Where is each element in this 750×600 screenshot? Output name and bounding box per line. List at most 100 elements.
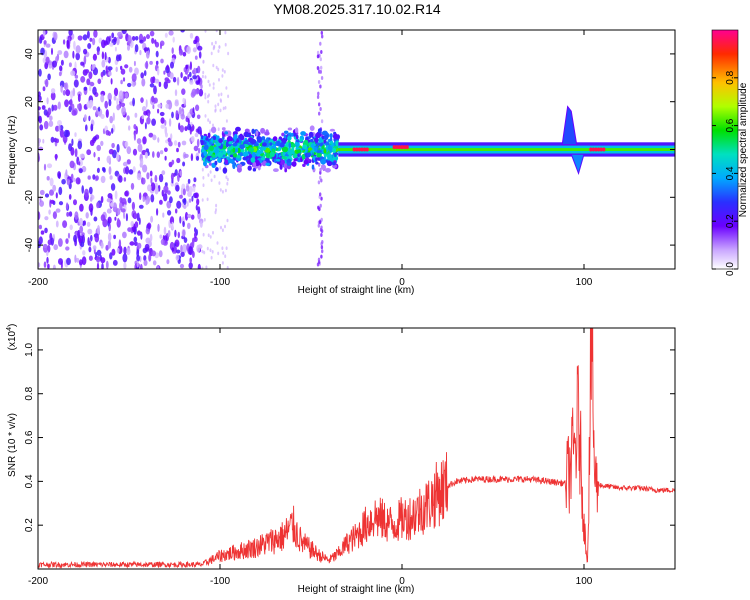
noise-cell xyxy=(70,70,76,76)
noise-cell xyxy=(224,30,227,35)
noise-cell xyxy=(215,65,218,70)
snr-frame xyxy=(37,327,676,570)
noise-cell xyxy=(189,80,194,85)
noise-cell xyxy=(86,30,90,39)
band-cell xyxy=(326,160,333,167)
band-cell xyxy=(222,167,228,174)
noise-cell xyxy=(74,254,77,263)
noise-cell xyxy=(58,124,61,132)
noise-cell xyxy=(121,30,127,35)
streak-cell xyxy=(319,192,322,197)
noise-cell xyxy=(173,140,178,146)
hot-spot xyxy=(602,147,606,152)
noise-cell xyxy=(165,103,169,109)
noise-cell xyxy=(224,224,226,229)
noise-cell xyxy=(172,76,177,83)
noise-cell xyxy=(201,167,204,172)
streak-cell xyxy=(320,229,324,234)
band-cell xyxy=(302,144,308,150)
band-cell xyxy=(306,152,312,158)
noise-cell xyxy=(72,177,76,182)
x-tick-label: 0 xyxy=(399,277,405,288)
noise-cell xyxy=(205,265,208,269)
noise-cell xyxy=(162,212,165,218)
noise-cell xyxy=(133,60,136,67)
noise-cell xyxy=(144,243,150,251)
noise-cell xyxy=(105,109,109,118)
band-cell xyxy=(255,130,259,137)
noise-cell xyxy=(105,65,108,74)
noise-cell xyxy=(141,78,146,87)
noise-cell xyxy=(110,202,114,208)
noise-cell xyxy=(68,211,73,217)
band-cell xyxy=(329,128,336,132)
noise-cell xyxy=(163,81,168,90)
noise-cell xyxy=(201,198,204,202)
hot-spot xyxy=(352,147,356,152)
noise-cell xyxy=(97,156,101,162)
noise-cell xyxy=(197,65,201,74)
noise-cell xyxy=(120,208,126,213)
noise-cell xyxy=(189,61,192,71)
noise-cell xyxy=(160,43,162,50)
streak-cell xyxy=(321,34,324,39)
noise-cell xyxy=(135,125,138,135)
noise-cell xyxy=(220,92,223,97)
noise-cell xyxy=(129,241,135,246)
colorbar-label: Normalized spectral amplitude xyxy=(738,82,749,217)
noise-cell xyxy=(164,119,167,126)
noise-cell xyxy=(215,30,218,33)
band-cell xyxy=(329,140,334,145)
band-cell xyxy=(226,156,230,160)
noise-cell xyxy=(194,227,197,233)
noise-cell xyxy=(91,64,95,71)
noise-cell xyxy=(104,52,107,61)
noise-cell xyxy=(193,39,198,45)
band-cell xyxy=(293,158,298,162)
band-cell xyxy=(293,153,297,159)
noise-cell xyxy=(126,115,130,121)
noise-cell xyxy=(170,133,173,140)
noise-cell xyxy=(147,112,150,118)
noise-cell xyxy=(93,151,96,158)
streak-cell xyxy=(320,50,323,54)
noise-cell xyxy=(225,175,228,180)
noise-cell xyxy=(209,248,212,252)
band-cell xyxy=(318,141,324,147)
hot-spot xyxy=(355,147,359,152)
noise-cell xyxy=(140,97,144,103)
streak-cell xyxy=(316,54,320,59)
noise-cell xyxy=(176,157,181,164)
snr-axes: -200 -100 0 100 0.2 0.4 0.6 0.8 1.0 xyxy=(24,328,675,587)
noise-cell xyxy=(153,85,157,95)
svg-text:(x104): (x104) xyxy=(6,324,18,351)
noise-cell xyxy=(126,159,131,165)
noise-cell xyxy=(192,75,198,80)
noise-cell xyxy=(124,64,129,69)
noise-cell xyxy=(141,177,146,185)
noise-cell xyxy=(202,176,205,180)
colorbar-tick-label: 0.6 xyxy=(725,118,736,132)
band-cell xyxy=(323,139,327,144)
hot-spot xyxy=(589,147,593,152)
hot-spot xyxy=(599,147,603,152)
noise-cell xyxy=(164,147,168,153)
noise-cell xyxy=(73,234,77,243)
noise-cell xyxy=(223,70,226,74)
noise-cell xyxy=(75,177,81,185)
noise-cell xyxy=(148,132,154,138)
band-cell xyxy=(224,159,228,165)
noise-cell xyxy=(221,190,224,194)
noise-cell xyxy=(44,227,48,234)
noise-cell xyxy=(77,35,83,41)
noise-cell xyxy=(194,132,199,138)
streak-cell xyxy=(319,107,322,111)
noise-cell xyxy=(67,232,71,239)
noise-cell xyxy=(96,262,100,269)
noise-cell xyxy=(210,178,213,183)
band-cell xyxy=(332,156,336,161)
noise-cell xyxy=(143,259,148,266)
snr-multiplier: (x104) xyxy=(6,324,18,351)
band-cell xyxy=(314,137,319,143)
snr-xlabel: Height of straight line (km) xyxy=(298,584,415,595)
